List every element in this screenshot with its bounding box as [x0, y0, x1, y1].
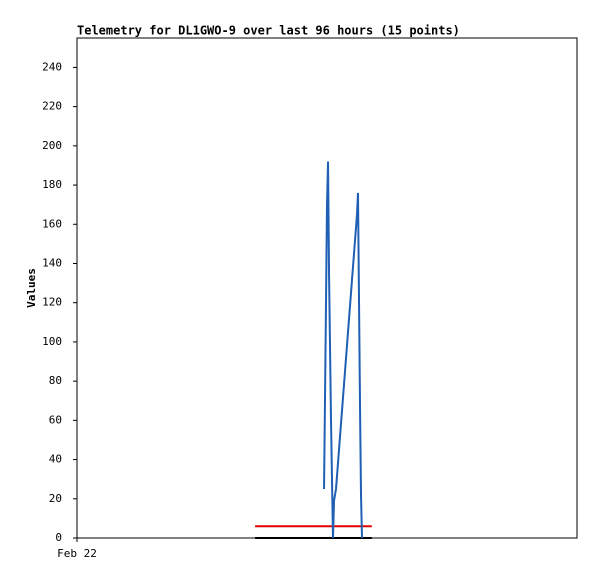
y-tick-label: 0	[55, 531, 62, 544]
y-tick-label: 140	[42, 256, 62, 269]
y-tick-label: 160	[42, 217, 62, 230]
x-tick-label: Feb 22	[57, 547, 97, 560]
y-tick-label: 80	[49, 374, 62, 387]
y-tick-label: 20	[49, 492, 62, 505]
y-tick-label: 180	[42, 178, 62, 191]
y-tick-label: 240	[42, 60, 62, 73]
y-tick-label: 60	[49, 413, 62, 426]
y-tick-label: 40	[49, 453, 62, 466]
y-tick-label: 120	[42, 296, 62, 309]
y-axis-label: Values	[25, 268, 38, 308]
chart-title: Telemetry for DL1GWO-9 over last 96 hour…	[77, 24, 460, 38]
y-tick-label: 100	[42, 335, 62, 348]
y-tick-label: 220	[42, 100, 62, 113]
y-tick-label: 200	[42, 139, 62, 152]
data-line	[323, 161, 363, 539]
